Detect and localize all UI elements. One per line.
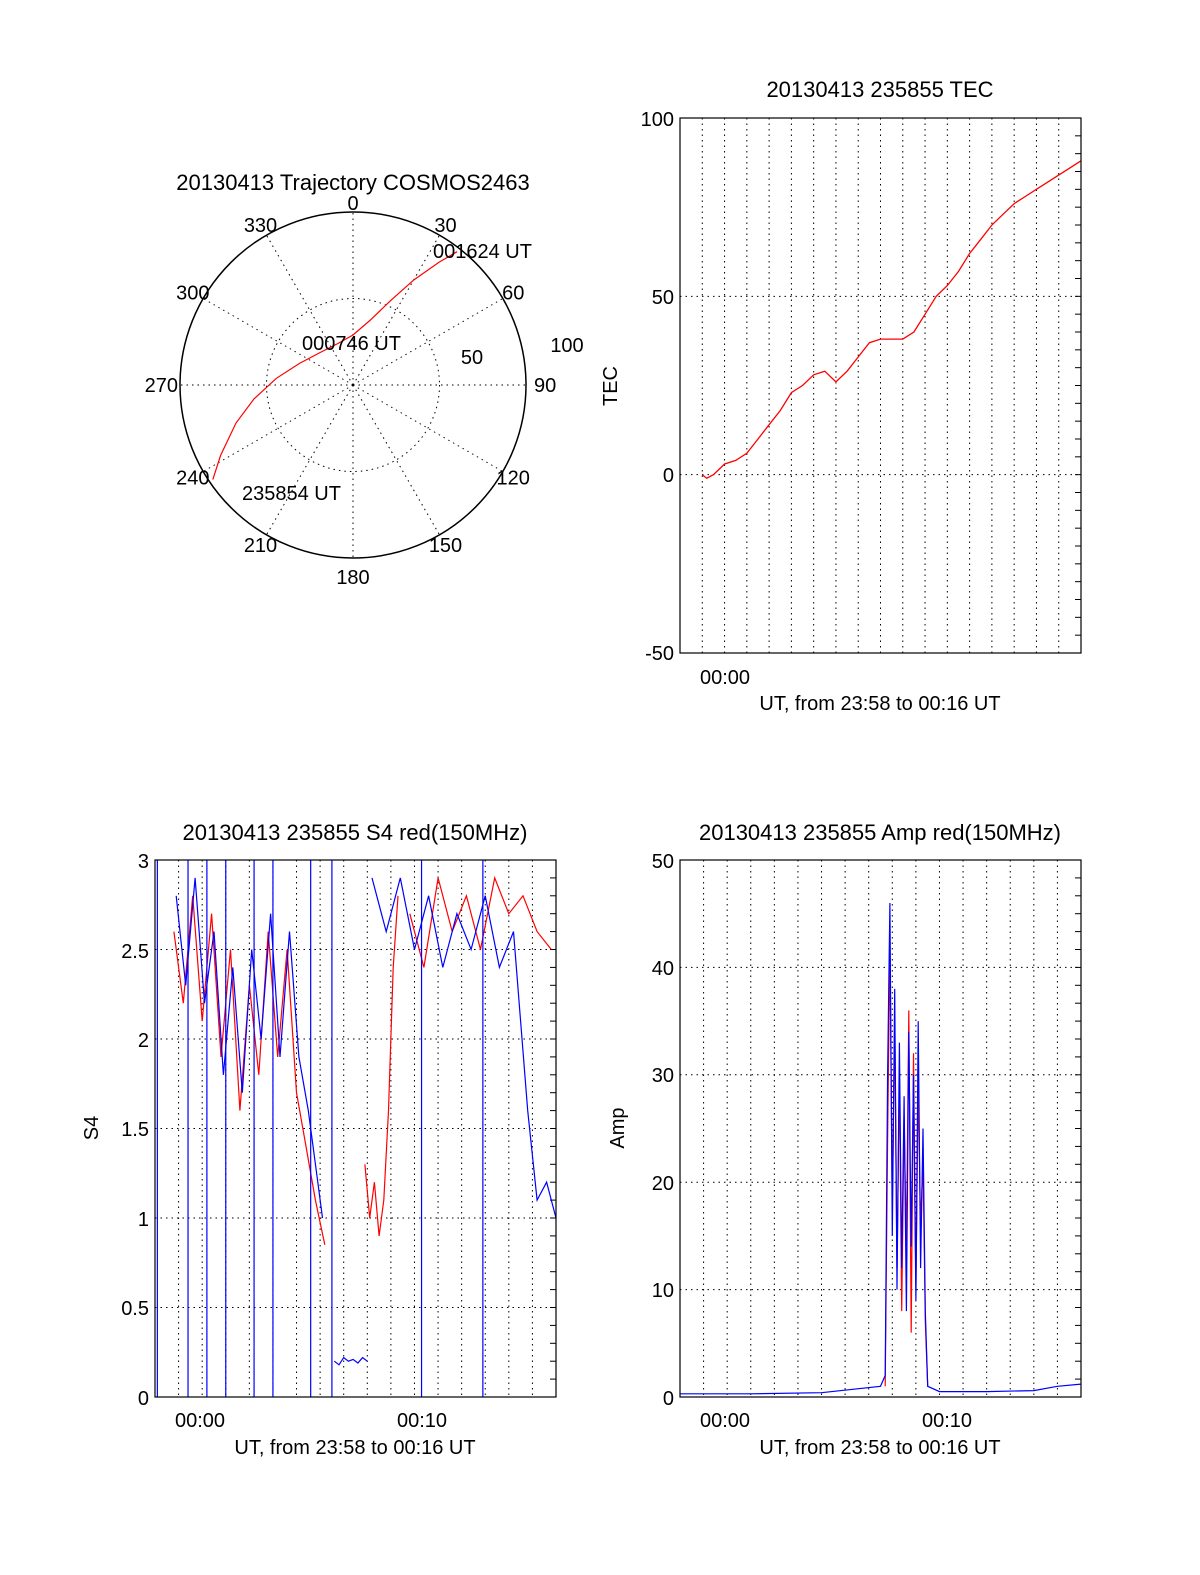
tec-ytick-neg50: -50: [645, 643, 674, 665]
polar-angle-label: 0: [347, 193, 358, 215]
s4-panel: 20130413 235855 S4 red(150MHz) 3 2.5 2 1…: [81, 820, 557, 1459]
s4-series-segment: [333, 1356, 368, 1366]
polar-trajectory-line: [212, 251, 458, 480]
polar-annotation-end: 001624 UT: [433, 241, 532, 263]
s4-series-segment: [409, 875, 552, 968]
polar-angle-label: 210: [244, 535, 277, 557]
polar-annotation-start: 235854 UT: [242, 483, 341, 505]
s4-minor-ticks: [550, 877, 556, 1380]
polar-outer-ring: [179, 211, 527, 559]
tec-ytick-0: 0: [663, 465, 674, 487]
tec-panel: 20130413 235855 TEC 100 50 0 -50 00:00 U…: [600, 77, 1082, 715]
polar-grid-circle: [266, 298, 440, 472]
tec-y-axis-label: TEC: [600, 366, 622, 406]
s4-xtick-0000: 00:00: [175, 1410, 225, 1432]
polar-panel: 20130413 Trajectory COSMOS2463 0 30 60 90 12…: [145, 170, 584, 589]
amp-title: 20130413 235855 Amp red(150MHz): [699, 820, 1061, 845]
s4-ytick-2: 2: [138, 1030, 149, 1052]
tec-grid: [680, 118, 1081, 653]
amp-panel: 20130413 235855 Amp red(150MHz) 50 40 30…: [607, 820, 1082, 1459]
polar-angle-label: 270: [145, 375, 178, 397]
s4-x-axis-label: UT, from 23:58 to 00:16 UT: [234, 1437, 475, 1459]
amp-xtick-0010: 00:10: [922, 1410, 972, 1432]
polar-radius-label-100: 100: [550, 335, 583, 357]
polar-angle-label: 240: [176, 468, 209, 490]
s4-ytick-3: 3: [138, 851, 149, 873]
s4-title: 20130413 235855 S4 red(150MHz): [183, 820, 528, 845]
s4-ytick-1-5: 1.5: [121, 1119, 149, 1141]
s4-ytick-0-5: 0.5: [121, 1298, 149, 1320]
polar-radius-label-50: 50: [461, 347, 483, 369]
polar-angle-label: 30: [434, 215, 456, 237]
s4-ytick-0: 0: [138, 1388, 149, 1410]
polar-angle-label: 60: [502, 283, 524, 305]
s4-ytick-1: 1: [138, 1209, 149, 1231]
amp-ytick-50: 50: [652, 851, 674, 873]
s4-series-segment: [175, 877, 324, 1219]
amp-ytick-20: 20: [652, 1173, 674, 1195]
amp-xtick-0000: 00:00: [700, 1410, 750, 1432]
tec-plot-frame: [679, 117, 1082, 654]
tec-ytick-100: 100: [641, 109, 674, 131]
tec-minor-ticks: [1075, 135, 1081, 636]
amp-grid: [680, 860, 1081, 1397]
polar-spoke: [266, 384, 354, 536]
tec-title: 20130413 235855 TEC: [766, 77, 993, 102]
amp-x-axis-label: UT, from 23:58 to 00:16 UT: [759, 1437, 1000, 1459]
s4-red-series: [173, 875, 552, 1245]
polar-spoke: [202, 298, 354, 386]
polar-spoke: [266, 234, 354, 386]
polar-angle-labels: 0 30 60 90 120 150 180 210 240 270 300 330: [145, 193, 557, 589]
polar-angle-label: 330: [244, 215, 277, 237]
amp-ytick-0: 0: [663, 1388, 674, 1410]
s4-blue-series: [156, 860, 557, 1397]
polar-angle-label: 180: [336, 567, 369, 589]
amp-plot-frame: [679, 859, 1082, 1398]
amp-ytick-40: 40: [652, 958, 674, 980]
polar-spoke: [352, 298, 504, 386]
polar-title: 20130413 Trajectory COSMOS2463: [176, 170, 529, 195]
polar-spoke: [352, 384, 504, 472]
tec-series-line: [701, 160, 1082, 479]
polar-spoke: [352, 384, 440, 536]
s4-ytick-2-5: 2.5: [121, 941, 149, 963]
s4-series-segment: [364, 895, 399, 1236]
amp-minor-ticks: [1075, 877, 1081, 1380]
amp-blue-series-line: [680, 902, 1082, 1395]
polar-angle-label: 90: [534, 375, 556, 397]
s4-plot-frame: [154, 859, 557, 1398]
s4-y-axis-label: S4: [81, 1116, 103, 1140]
amp-y-axis-label: Amp: [607, 1107, 629, 1148]
s4-xtick-0010: 00:10: [397, 1410, 447, 1432]
polar-angle-label: 150: [429, 535, 462, 557]
polar-angle-label: 120: [497, 468, 530, 490]
polar-annotation-mid: 000746 UT: [302, 333, 401, 355]
polar-spoke: [352, 234, 440, 386]
s4-series-segment: [371, 877, 557, 1219]
polar-spoke: [202, 384, 354, 472]
amp-ytick-30: 30: [652, 1065, 674, 1087]
polar-grid: [180, 212, 526, 558]
amp-ytick-10: 10: [652, 1280, 674, 1302]
tec-xtick-0000: 00:00: [700, 667, 750, 689]
tec-ytick-50: 50: [652, 287, 674, 309]
tec-x-axis-label: UT, from 23:58 to 00:16 UT: [759, 693, 1000, 715]
polar-angle-label: 300: [176, 283, 209, 305]
